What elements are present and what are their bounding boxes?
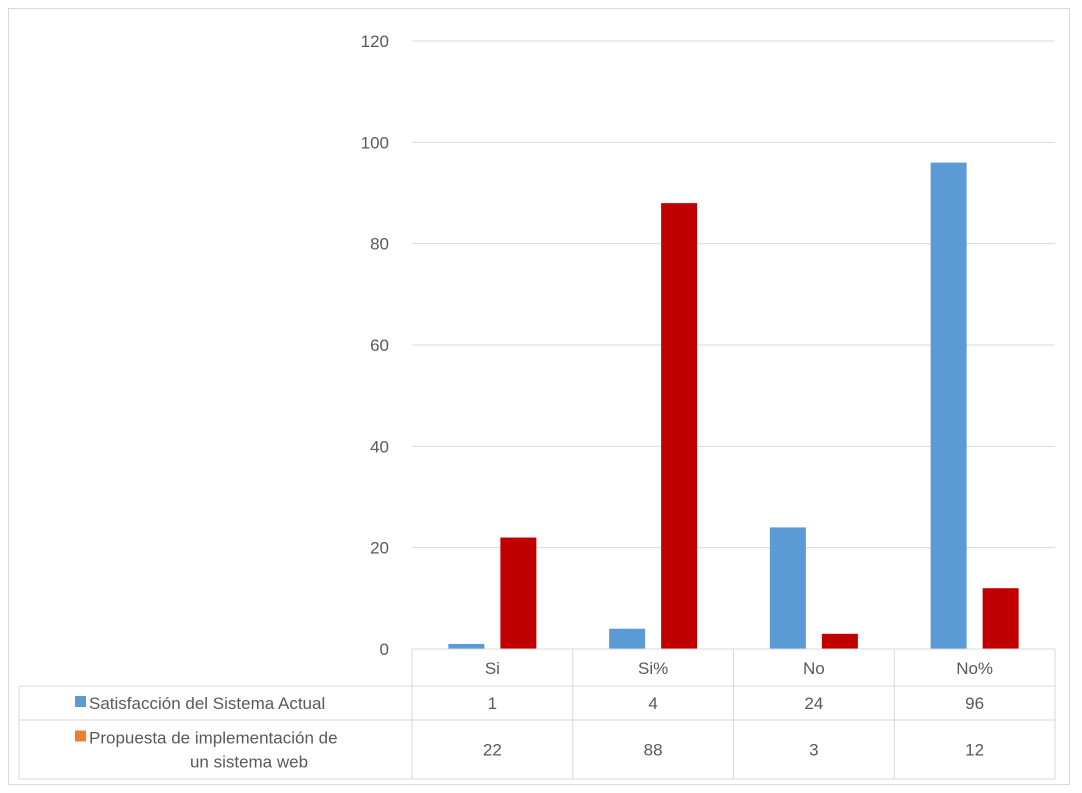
bar xyxy=(500,537,537,649)
legend-key xyxy=(75,730,86,742)
y-tick-label: 120 xyxy=(361,32,389,51)
series-label: Propuesta de implementación de xyxy=(89,729,338,748)
y-tick-label: 20 xyxy=(370,539,389,558)
bar xyxy=(448,643,485,649)
legend-key xyxy=(75,696,86,707)
chart-frame: 0 20 40 60 80 100 120 Si Si% No No% Satisfacción d… xyxy=(8,8,1070,785)
data-table: Si Si% No No% Satisfacción del Sistema Actua… xyxy=(18,648,1056,780)
table-value: 24 xyxy=(804,694,823,713)
y-tick-label: 40 xyxy=(370,437,389,456)
bars xyxy=(448,162,1019,649)
x-category-label: Si% xyxy=(638,659,668,678)
bar xyxy=(821,633,858,649)
table-value: 1 xyxy=(488,694,497,713)
y-tick-label: 100 xyxy=(361,133,389,152)
x-category-label: Si xyxy=(485,659,500,678)
series-label: un sistema web xyxy=(190,753,308,772)
y-tick-label: 80 xyxy=(370,235,389,254)
y-tick-label: 60 xyxy=(370,336,389,355)
bar-chart: 0 20 40 60 80 100 120 Si Si% No No% Satisfacción d… xyxy=(18,32,1056,780)
bar xyxy=(769,527,806,649)
table-value: 96 xyxy=(965,694,984,713)
bar xyxy=(609,628,646,649)
table-value: 88 xyxy=(644,741,663,760)
bar xyxy=(982,588,1019,649)
x-category-label: No% xyxy=(956,659,993,678)
table-value: 12 xyxy=(965,741,984,760)
table-value: 22 xyxy=(483,741,502,760)
series-label: Satisfacción del Sistema Actual xyxy=(89,694,325,713)
y-tick-label: 0 xyxy=(380,640,389,659)
y-axis-ticks: 0 20 40 60 80 100 120 xyxy=(361,32,389,659)
x-category-label: No xyxy=(803,659,825,678)
bar xyxy=(661,203,698,649)
bar xyxy=(930,162,967,649)
table-value: 3 xyxy=(809,741,818,760)
table-value: 4 xyxy=(648,694,657,713)
